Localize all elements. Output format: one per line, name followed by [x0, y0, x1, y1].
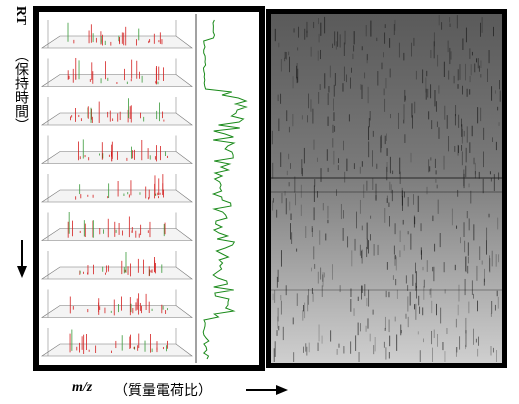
spectrum-plane [41, 266, 193, 280]
spectrum-plane [41, 343, 193, 357]
spectrum-plane [41, 228, 193, 241]
mz-arrow-head [276, 385, 288, 395]
mz-note: （質量電荷比） [114, 384, 212, 399]
spectrum-plane [41, 189, 193, 203]
spectra-stack [41, 20, 193, 357]
chromatogram-trace [202, 19, 248, 360]
spectrum-plane [41, 112, 193, 126]
spectrum-plane [41, 305, 193, 318]
heatmap-streaks [271, 15, 502, 362]
rt-arrow-head [17, 266, 27, 278]
spectrum-plane [41, 151, 193, 164]
heatmap [271, 14, 502, 363]
spectrum-plane [41, 74, 193, 87]
mz-label: m/z [72, 380, 93, 395]
rt-note: （保持時間） [13, 48, 28, 132]
spectrum-plane [41, 35, 193, 49]
rt-label: RT [13, 6, 28, 25]
